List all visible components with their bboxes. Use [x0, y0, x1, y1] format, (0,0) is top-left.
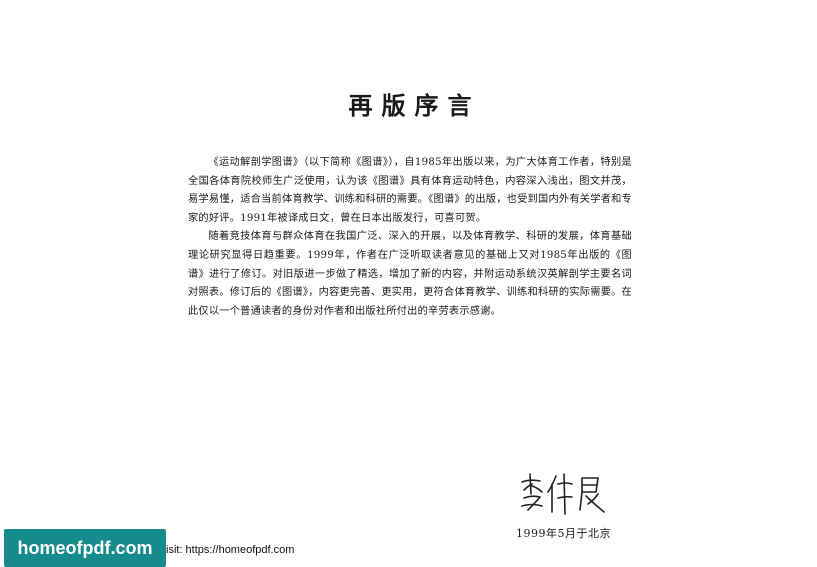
preface-body: 《运动解剖学图谱》（以下简称《图谱》），自1985年出版以来，为广大体育工作者，… — [188, 154, 632, 321]
watermark-badge[interactable]: homeofpdf.com — [4, 529, 166, 567]
date-and-place: 1999年5月于北京 — [516, 527, 611, 540]
paragraph-1: 《运动解剖学图谱》（以下简称《图谱》），自1985年出版以来，为广大体育工作者，… — [188, 157, 632, 224]
watermark-visit-text[interactable]: isit: https://homeofpdf.com — [166, 544, 295, 556]
paragraph-2: 随着竞技体育与群众体育在我国广泛、深入的开展，以及体育教学、科研的发展，体育基础… — [188, 231, 632, 317]
page-title: 再版序言 — [348, 91, 481, 120]
handwritten-signature — [521, 473, 605, 515]
